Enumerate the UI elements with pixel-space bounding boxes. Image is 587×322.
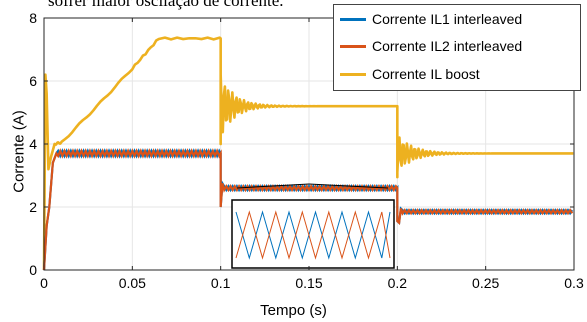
y-tick-label: 4 bbox=[29, 136, 37, 152]
x-tick-label: 0.05 bbox=[119, 275, 146, 291]
x-axis-label: Tempo (s) bbox=[0, 302, 587, 319]
y-tick-label: 6 bbox=[29, 73, 37, 89]
legend-item-il2: Corrente IL2 interleaved bbox=[340, 36, 522, 56]
x-tick-label: 0.25 bbox=[472, 275, 499, 291]
legend-item-il1: Corrente IL1 interleaved bbox=[340, 9, 522, 29]
y-axis-label: Corrente (A) bbox=[11, 104, 28, 200]
x-tick-label: 0.1 bbox=[211, 275, 231, 291]
legend: Corrente IL1 interleaved Corrente IL2 in… bbox=[333, 4, 581, 91]
legend-swatch-il2 bbox=[340, 45, 366, 48]
y-tick-label: 0 bbox=[29, 262, 37, 278]
legend-label-il2: Corrente IL2 interleaved bbox=[372, 38, 522, 54]
legend-label-boost: Corrente IL boost bbox=[372, 66, 480, 82]
x-tick-label: 0.2 bbox=[388, 275, 408, 291]
legend-swatch-il1 bbox=[340, 18, 366, 21]
legend-swatch-boost bbox=[340, 73, 366, 76]
y-tick-label: 2 bbox=[29, 199, 37, 215]
x-tick-label: 0.3 bbox=[564, 275, 584, 291]
x-tick-label: 0 bbox=[40, 275, 48, 291]
y-tick-label: 8 bbox=[29, 10, 37, 26]
legend-item-boost: Corrente IL boost bbox=[340, 64, 480, 84]
legend-label-il1: Corrente IL1 interleaved bbox=[372, 11, 522, 27]
x-tick-label: 0.15 bbox=[295, 275, 322, 291]
